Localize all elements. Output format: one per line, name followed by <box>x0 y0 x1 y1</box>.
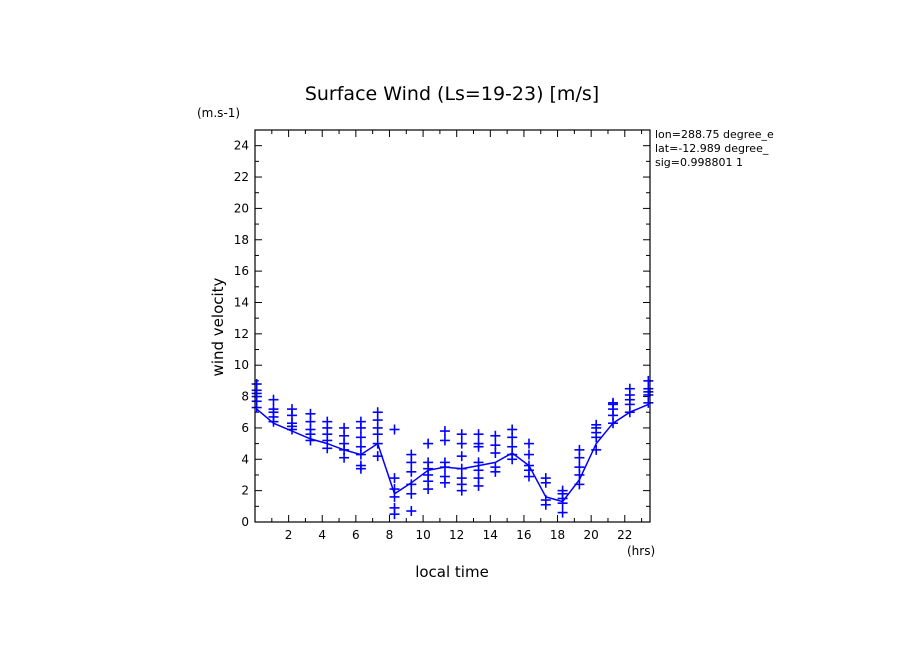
y-tick-label: 2 <box>241 484 249 498</box>
x-tick-label: 16 <box>516 528 531 542</box>
data-point <box>507 441 518 452</box>
data-point <box>523 449 534 460</box>
data-point <box>490 440 501 451</box>
data-point <box>355 460 366 471</box>
data-point <box>557 507 568 518</box>
data-point <box>540 473 551 484</box>
info-line-lon: lon=288.75 degree_e <box>655 128 774 141</box>
data-point <box>339 422 350 433</box>
data-point <box>456 438 467 449</box>
data-point <box>473 457 484 468</box>
data-point <box>456 473 467 484</box>
data-point <box>286 404 297 415</box>
plot-frame <box>254 129 651 523</box>
data-point <box>406 488 417 499</box>
data-point <box>507 424 518 435</box>
data-point <box>268 404 279 415</box>
data-point <box>251 379 262 390</box>
data-point <box>490 462 501 473</box>
y-tick-label: 22 <box>234 170 249 184</box>
y-tick-label: 4 <box>241 452 249 466</box>
data-point <box>389 424 400 435</box>
data-point <box>591 419 602 430</box>
data-point <box>322 416 333 427</box>
data-point <box>355 441 366 452</box>
data-point <box>372 407 383 418</box>
x-tick-label: 14 <box>483 528 498 542</box>
data-point <box>473 429 484 440</box>
data-point <box>305 408 316 419</box>
info-line-lat: lat=-12.989 degree_ <box>655 142 769 155</box>
data-point <box>456 451 467 462</box>
info-line-sig: sig=0.998801 1 <box>655 156 743 169</box>
data-point <box>624 383 635 394</box>
data-point <box>473 438 484 449</box>
data-point <box>372 438 383 449</box>
data-point <box>523 460 534 471</box>
data-point <box>540 495 551 506</box>
data-point <box>439 457 450 468</box>
data-point <box>574 479 585 490</box>
data-point <box>574 444 585 455</box>
x-tick-label: 22 <box>617 528 632 542</box>
data-point <box>406 479 417 490</box>
x-tick-label: 12 <box>449 528 464 542</box>
data-point <box>608 397 619 408</box>
info-box: lon=288.75 degree_e lat=-12.989 degree_ … <box>655 128 774 169</box>
data-point <box>439 426 450 437</box>
x-unit-label: (hrs) <box>627 544 655 558</box>
data-point <box>439 435 450 446</box>
data-point <box>268 394 279 405</box>
data-point <box>423 438 434 449</box>
data-point <box>574 462 585 473</box>
y-tick-label: 12 <box>234 327 249 341</box>
data-point <box>456 429 467 440</box>
x-tick-label: 4 <box>318 528 326 542</box>
data-point <box>423 457 434 468</box>
data-point <box>389 473 400 484</box>
data-point <box>456 463 467 474</box>
y-unit-label: (m.s-1) <box>197 106 240 120</box>
plot-data <box>251 375 654 520</box>
y-tick-label: 6 <box>241 421 249 435</box>
x-tick-label: 8 <box>386 528 394 542</box>
x-tick-label: 6 <box>352 528 360 542</box>
data-point <box>355 432 366 443</box>
y-tick-label: 18 <box>234 233 249 247</box>
x-tick-label: 2 <box>285 528 293 542</box>
y-tick-label: 24 <box>234 139 249 153</box>
y-tick-label: 16 <box>234 264 249 278</box>
data-point <box>643 375 654 386</box>
y-tick-label: 0 <box>241 515 249 529</box>
data-point <box>523 438 534 449</box>
y-tick-label: 20 <box>234 201 249 215</box>
data-point <box>490 430 501 441</box>
data-point <box>406 506 417 517</box>
data-point <box>406 449 417 460</box>
y-tick-label: 14 <box>234 295 249 309</box>
x-tick-label: 10 <box>415 528 430 542</box>
data-point <box>439 471 450 482</box>
x-axis-label: local time <box>415 563 489 581</box>
x-tick-label: 18 <box>550 528 565 542</box>
data-point <box>406 466 417 477</box>
x-tick-label: 20 <box>584 528 599 542</box>
data-point <box>591 444 602 455</box>
chart-title: Surface Wind (Ls=19-23) [m/s] <box>305 83 599 105</box>
data-point <box>389 484 400 495</box>
info-clip-mask <box>781 126 904 176</box>
data-point <box>389 502 400 513</box>
series-line <box>256 403 649 503</box>
data-point <box>557 485 568 496</box>
data-point <box>372 451 383 462</box>
data-point <box>355 416 366 427</box>
y-tick-label: 8 <box>241 390 249 404</box>
y-axis-label: wind velocity <box>209 277 227 376</box>
y-tick-label: 10 <box>234 358 249 372</box>
